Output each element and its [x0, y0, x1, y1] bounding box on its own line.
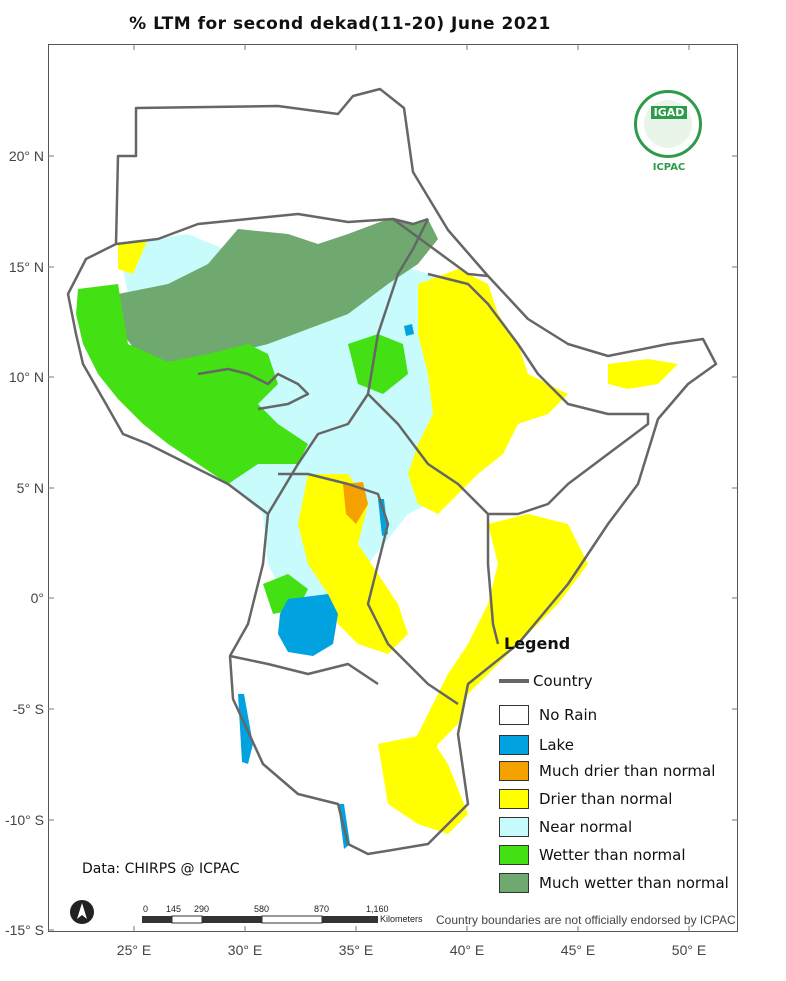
country-line-icon	[499, 679, 529, 683]
lat-label-5n: 5° N	[16, 480, 44, 496]
legend-label: Near normal	[539, 818, 633, 836]
legend-label: Wetter than normal	[539, 846, 686, 864]
legend-swatch-wetter	[499, 845, 529, 865]
map-canvas	[48, 44, 738, 932]
legend-swatch-much-drier	[499, 761, 529, 781]
logo-igad-text: IGAD	[650, 106, 688, 119]
logo-icpac-text: ICPAC	[652, 162, 686, 173]
legend-title: Legend	[504, 634, 571, 653]
frame-ticks	[48, 44, 738, 932]
lake-tana	[404, 324, 414, 336]
much-drier-patch	[343, 482, 368, 524]
legend-swatch-drier	[499, 789, 529, 809]
legend-country: Country	[499, 672, 593, 690]
scale-bar	[142, 915, 378, 924]
legend-swatch-no-rain	[499, 705, 529, 725]
country-borders	[66, 87, 718, 856]
much-wetter-zone	[118, 219, 438, 362]
wetter-zone	[76, 284, 308, 484]
legend-item: Much drier than normal	[499, 761, 715, 781]
lon-label-25e: 25° E	[116, 942, 152, 958]
scale-unit: Kilometers	[380, 914, 423, 924]
lon-label-50e: 50° E	[671, 942, 707, 958]
lat-label-10n: 10° N	[8, 369, 44, 385]
lake-victoria	[278, 594, 338, 656]
map-title: % LTM for second dekad(11-20) June 2021	[129, 14, 551, 34]
drier-zone-ethiopia	[408, 269, 568, 514]
legend-item: Wetter than normal	[499, 845, 686, 865]
lat-label-0: 0°	[30, 590, 44, 606]
lat-label-10s: -10° S	[4, 812, 44, 828]
legend-swatch-much-wetter	[499, 873, 529, 893]
legend-label: Much drier than normal	[539, 762, 716, 780]
drier-zone-coast	[388, 514, 588, 794]
north-arrow-icon	[70, 900, 94, 924]
drier-zone-kenya	[298, 474, 408, 654]
legend-label: Much wetter than normal	[539, 874, 729, 892]
endorsement-note: Country boundaries are not officially en…	[436, 913, 736, 927]
legend-item: Drier than normal	[499, 789, 672, 809]
lat-label-15s: -15° S	[4, 922, 44, 938]
lon-label-35e: 35° E	[338, 942, 374, 958]
data-source: Data: CHIRPS @ ICPAC	[82, 861, 240, 877]
wetter-zone-east	[348, 334, 408, 394]
lon-label-40e: 40° E	[449, 942, 485, 958]
legend-swatch-near-normal	[499, 817, 529, 837]
legend-label: No Rain	[539, 706, 598, 724]
scale-tick: 580	[254, 904, 270, 914]
drier-zone-north	[118, 239, 148, 274]
scale-tick: 1,160	[366, 904, 389, 914]
drier-zone-tanzania-south	[378, 734, 468, 834]
igad-icpac-logo: IGAD ICPAC	[630, 90, 708, 182]
lat-label-20n: 20° N	[8, 148, 44, 164]
lon-label-30e: 30° E	[227, 942, 263, 958]
legend-item: Lake	[499, 735, 574, 755]
drier-zone-somalia	[608, 359, 678, 389]
scale-tick: 290	[194, 904, 210, 914]
legend-country-label: Country	[533, 672, 593, 690]
legend-item: No Rain	[499, 705, 597, 725]
scale-tick: 870	[314, 904, 330, 914]
scale-tick: 145	[166, 904, 182, 914]
legend-item: Much wetter than normal	[499, 873, 729, 893]
scale-tick: 0	[143, 904, 149, 914]
legend-label: Lake	[539, 736, 574, 754]
lat-label-5s: -5° S	[12, 701, 44, 717]
lat-label-15n: 15° N	[8, 259, 44, 275]
legend-item: Near normal	[499, 817, 632, 837]
legend-label: Drier than normal	[539, 790, 673, 808]
lake-turkana	[378, 499, 388, 536]
legend-swatch-lake	[499, 735, 529, 755]
lon-label-45e: 45° E	[560, 942, 596, 958]
